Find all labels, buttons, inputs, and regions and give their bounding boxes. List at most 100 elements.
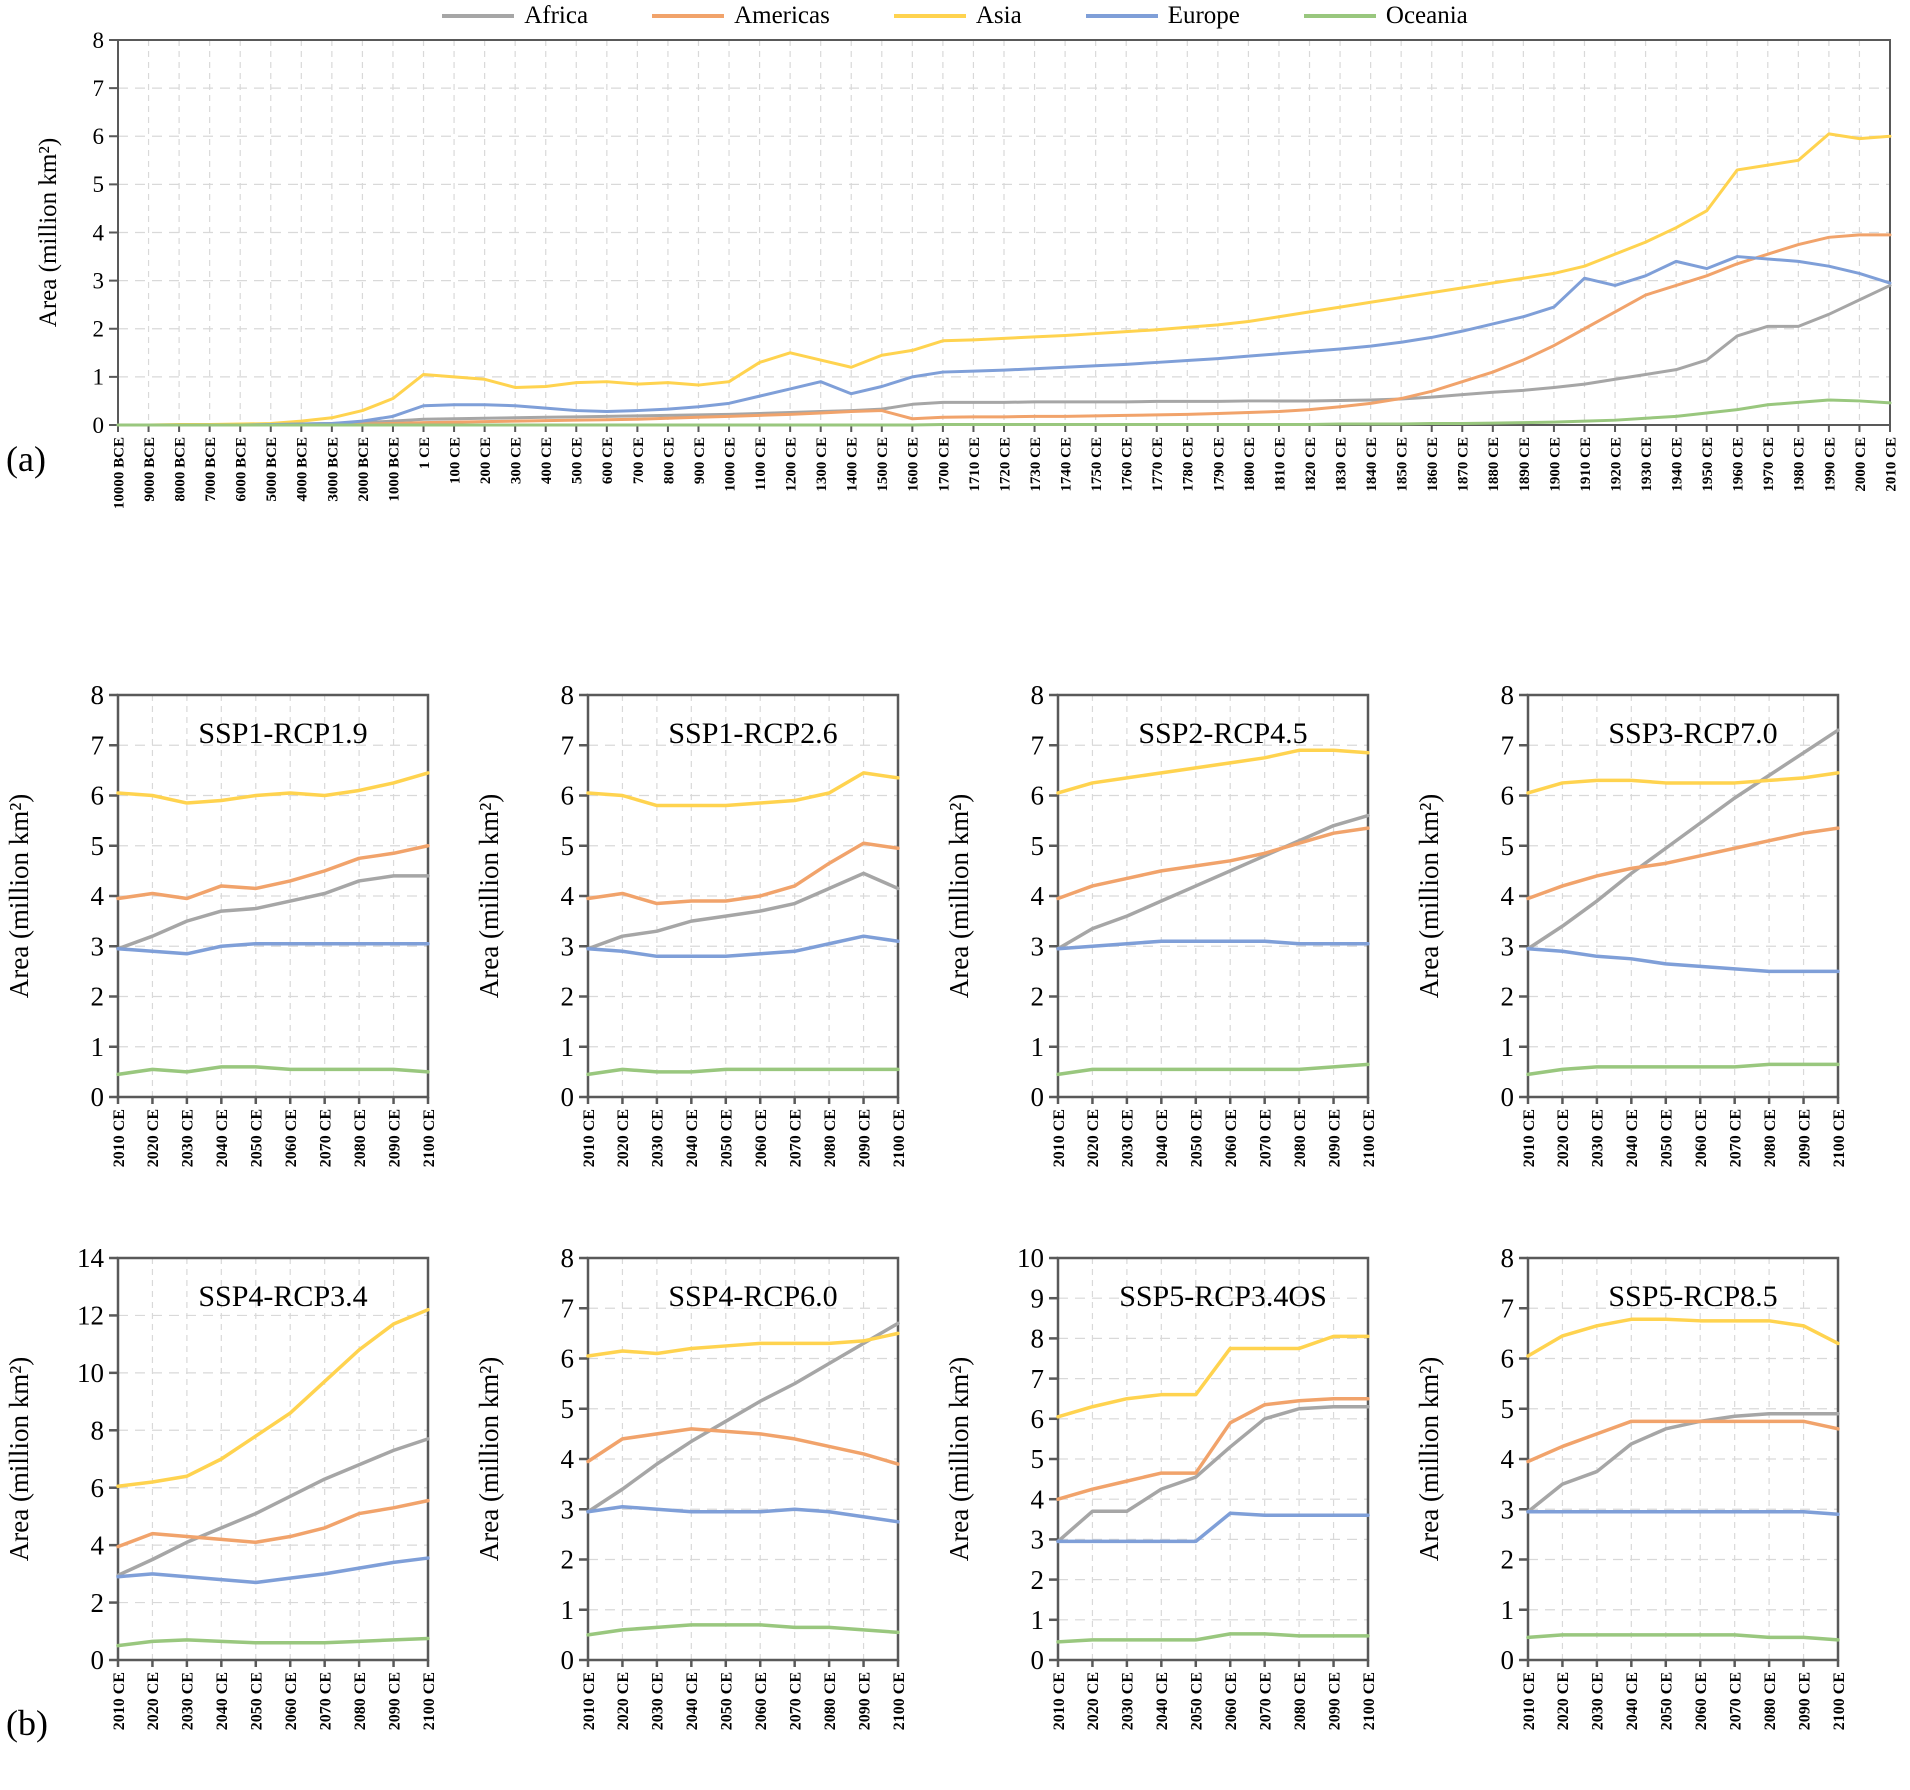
- svg-text:0: 0: [1031, 1645, 1045, 1675]
- svg-text:2040 CE: 2040 CE: [214, 1672, 231, 1730]
- svg-text:2080 CE: 2080 CE: [1292, 1109, 1309, 1167]
- line-oceania: [1526, 1062, 1840, 1077]
- svg-text:1980 CE: 1980 CE: [1792, 437, 1808, 492]
- svg-text:2020 CE: 2020 CE: [145, 1109, 162, 1167]
- svg-text:2030 CE: 2030 CE: [650, 1109, 667, 1167]
- svg-text:1910 CE: 1910 CE: [1578, 437, 1594, 492]
- svg-text:2: 2: [561, 982, 575, 1012]
- svg-text:1820 CE: 1820 CE: [1303, 437, 1319, 492]
- line-americas: [116, 1498, 430, 1549]
- line-americas: [1056, 826, 1370, 901]
- svg-text:0: 0: [561, 1082, 575, 1112]
- line-americas: [1526, 1419, 1840, 1464]
- svg-text:Area (million km²): Area (million km²): [474, 1357, 504, 1562]
- svg-text:8: 8: [93, 30, 105, 53]
- svg-text:2100 CE: 2100 CE: [1361, 1109, 1378, 1167]
- subplot-ssp5-rcp8-5: 0 1 2 3 4 5 6 7 8 2010 CE 2020 CE 2030 CE 2040 CE 205…: [1412, 1138, 1882, 1783]
- svg-text:2100 CE: 2100 CE: [891, 1109, 908, 1167]
- svg-text:2010 CE: 2010 CE: [1883, 437, 1899, 492]
- svg-text:2010 CE: 2010 CE: [111, 1672, 128, 1730]
- svg-text:1200 CE: 1200 CE: [784, 437, 800, 492]
- svg-text:SSP5-RCP3.4OS: SSP5-RCP3.4OS: [1119, 1280, 1327, 1313]
- svg-text:2070 CE: 2070 CE: [787, 1672, 804, 1730]
- line-americas: [116, 844, 430, 901]
- line-asia: [116, 771, 430, 805]
- svg-text:SSP3-RCP7.0: SSP3-RCP7.0: [1608, 717, 1777, 750]
- svg-text:2040 CE: 2040 CE: [1624, 1109, 1641, 1167]
- ssp4-rcp6-0-svg: 0 1 2 3 4 5 6 7 8 2010 CE 2020 CE 2030 CE 2040 CE 205…: [474, 1243, 908, 1730]
- svg-text:4: 4: [1031, 1484, 1045, 1514]
- svg-text:8: 8: [561, 1243, 575, 1273]
- svg-text:2: 2: [561, 1545, 575, 1575]
- svg-text:8: 8: [1031, 680, 1045, 710]
- svg-text:1930 CE: 1930 CE: [1639, 437, 1655, 492]
- svg-text:3: 3: [1501, 931, 1515, 961]
- svg-text:2050 CE: 2050 CE: [719, 1109, 736, 1167]
- svg-text:2080 CE: 2080 CE: [1762, 1109, 1779, 1167]
- line-europe: [116, 1556, 430, 1585]
- svg-text:2090 CE: 2090 CE: [856, 1109, 873, 1167]
- svg-text:3: 3: [91, 931, 105, 961]
- svg-text:1 CE: 1 CE: [417, 437, 433, 469]
- line-europe: [116, 941, 430, 956]
- svg-text:2: 2: [1501, 982, 1515, 1012]
- svg-text:2060 CE: 2060 CE: [283, 1672, 300, 1730]
- svg-text:1990 CE: 1990 CE: [1822, 437, 1838, 492]
- svg-text:SSP4-RCP6.0: SSP4-RCP6.0: [668, 1280, 837, 1313]
- svg-text:2070 CE: 2070 CE: [1727, 1109, 1744, 1167]
- line-africa: [586, 871, 900, 951]
- legend-label-asia: Asia: [975, 2, 1022, 29]
- line-asia: [116, 1307, 430, 1489]
- svg-text:1870 CE: 1870 CE: [1456, 437, 1472, 492]
- ssp1-rcp2-6-svg: 0 1 2 3 4 5 6 7 8 2010 CE 2020 CE 2030 CE 2040 CE 205…: [474, 680, 908, 1167]
- svg-text:2060 CE: 2060 CE: [753, 1672, 770, 1730]
- svg-text:2070 CE: 2070 CE: [1257, 1109, 1274, 1167]
- svg-text:2: 2: [93, 317, 105, 342]
- line-asia: [1526, 771, 1840, 795]
- svg-text:1600 CE: 1600 CE: [906, 437, 922, 492]
- svg-text:2050 CE: 2050 CE: [1659, 1672, 1676, 1730]
- svg-text:4000 BCE: 4000 BCE: [295, 437, 311, 502]
- svg-text:2010 CE: 2010 CE: [581, 1672, 598, 1730]
- subplot-ssp4-rcp3-4: 0 2 4 6 8 10 12 14 2010 CE 2020 CE 2030 CE 2040 CE 2…: [2, 1138, 472, 1783]
- svg-text:2030 CE: 2030 CE: [180, 1109, 197, 1167]
- svg-text:2040 CE: 2040 CE: [214, 1109, 231, 1167]
- svg-text:1760 CE: 1760 CE: [1120, 437, 1136, 492]
- svg-text:7000 BCE: 7000 BCE: [203, 437, 219, 502]
- svg-text:2030 CE: 2030 CE: [1590, 1109, 1607, 1167]
- svg-text:1: 1: [561, 1595, 575, 1625]
- svg-text:2030 CE: 2030 CE: [1120, 1672, 1137, 1730]
- svg-text:2010 CE: 2010 CE: [1521, 1109, 1538, 1167]
- svg-text:2: 2: [1031, 982, 1045, 1012]
- ssp2-rcp4-5-svg: 0 1 2 3 4 5 6 7 8 2010 CE 2020 CE 2030 CE 2040 CE 205…: [944, 680, 1378, 1167]
- svg-text:2090 CE: 2090 CE: [386, 1109, 403, 1167]
- svg-text:6: 6: [1501, 781, 1515, 811]
- svg-text:1750 CE: 1750 CE: [1089, 437, 1105, 492]
- svg-text:1: 1: [1031, 1032, 1045, 1062]
- svg-text:1830 CE: 1830 CE: [1333, 437, 1349, 492]
- legend-label-europe: Europe: [1167, 2, 1240, 29]
- svg-text:5: 5: [561, 1394, 575, 1424]
- svg-text:SSP5-RCP8.5: SSP5-RCP8.5: [1608, 1280, 1777, 1313]
- svg-text:4: 4: [561, 881, 575, 911]
- svg-text:2100 CE: 2100 CE: [1361, 1672, 1378, 1730]
- oceania-line-swatch-icon: [1303, 14, 1376, 18]
- panel-a-label: (a): [6, 439, 46, 479]
- line-oceania: [1526, 1633, 1840, 1642]
- svg-text:6000 BCE: 6000 BCE: [234, 437, 250, 502]
- svg-text:2090 CE: 2090 CE: [1326, 1109, 1343, 1167]
- svg-text:2040 CE: 2040 CE: [1154, 1109, 1171, 1167]
- svg-text:5: 5: [1501, 831, 1515, 861]
- line-africa: [1056, 813, 1370, 951]
- svg-text:3: 3: [1501, 1494, 1515, 1524]
- svg-text:Area (million km²): Area (million km²): [4, 1357, 34, 1562]
- line-asia: [1056, 1334, 1370, 1419]
- svg-text:2030 CE: 2030 CE: [650, 1672, 667, 1730]
- svg-text:1960 CE: 1960 CE: [1731, 437, 1747, 492]
- svg-text:8000 BCE: 8000 BCE: [173, 437, 189, 502]
- svg-text:2030 CE: 2030 CE: [180, 1672, 197, 1730]
- svg-text:1710 CE: 1710 CE: [967, 437, 983, 492]
- panel-a-historical-chart: 0 1 2 3 4 5 6 7 8 10000 BCE 9000 BCE 8000 BCE 7000 B…: [0, 30, 1910, 588]
- svg-text:2080 CE: 2080 CE: [352, 1672, 369, 1730]
- legend-label-americas: Americas: [734, 2, 830, 29]
